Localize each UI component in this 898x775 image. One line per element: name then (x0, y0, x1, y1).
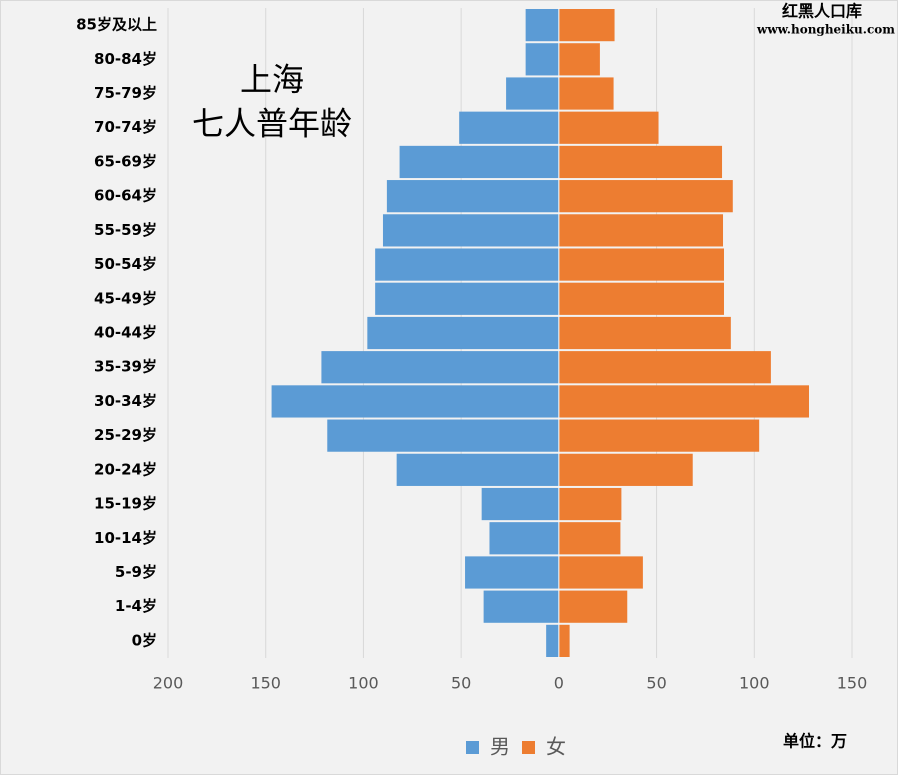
bar (558, 9, 615, 42)
x-tick-label: 150 (250, 674, 281, 693)
bar (396, 453, 559, 486)
x-tick-label: 100 (739, 674, 770, 693)
bar (321, 351, 559, 384)
bar (375, 282, 559, 315)
y-tick-label: 80-84岁 (94, 50, 157, 68)
bar (483, 590, 559, 623)
x-tick-label: 100 (348, 674, 379, 693)
x-tick-label: 200 (153, 674, 184, 693)
y-tick-label: 40-44岁 (94, 324, 157, 342)
bar (558, 351, 771, 384)
x-tick-label: 50 (646, 674, 666, 693)
y-tick-label: 60-64岁 (94, 187, 157, 205)
y-tick-label: 35-39岁 (94, 358, 157, 376)
bar (271, 385, 559, 418)
bar (375, 248, 559, 281)
bar (558, 214, 724, 247)
y-tick-label: 5-9岁 (115, 563, 157, 581)
bar (558, 385, 810, 418)
y-tick-label: 1-4岁 (115, 597, 157, 615)
bar (558, 111, 659, 144)
bar (558, 43, 600, 76)
bar (489, 522, 559, 555)
bar (525, 43, 559, 76)
y-tick-label: 55-59岁 (94, 221, 157, 239)
unit-label: 单位：万 (783, 732, 847, 751)
bar (546, 624, 559, 657)
bar (558, 590, 628, 623)
y-tick-label: 20-24岁 (94, 460, 157, 478)
x-tick-label: 150 (837, 674, 868, 693)
chart-title: 上海 (240, 61, 304, 99)
bar (558, 624, 570, 657)
y-tick-label: 50-54岁 (94, 255, 157, 273)
bar (506, 77, 559, 110)
bar (558, 248, 724, 281)
bar (367, 316, 559, 350)
y-tick-label: 10-14岁 (94, 529, 157, 547)
bar (465, 556, 559, 589)
bar (558, 77, 614, 110)
bar (558, 453, 693, 486)
legend-label: 女 (546, 735, 566, 759)
y-tick-label: 25-29岁 (94, 426, 157, 444)
source-url: www.hongheiku.com (756, 23, 895, 37)
bar (459, 111, 559, 144)
y-tick-label: 75-79岁 (94, 84, 157, 102)
bar (558, 522, 621, 555)
bar (558, 316, 731, 350)
bar (558, 556, 643, 589)
legend-swatch (522, 741, 535, 754)
legend-swatch (466, 741, 479, 754)
bar (481, 487, 559, 521)
bar (399, 145, 559, 179)
y-tick-label: 70-74岁 (94, 118, 157, 136)
bar (382, 214, 559, 247)
bar (327, 419, 559, 452)
chart-subtitle: 七人普年龄 (192, 105, 352, 143)
bar (525, 9, 559, 42)
y-tick-label: 0岁 (132, 631, 157, 649)
source: 红黑人口库 (782, 2, 862, 21)
y-tick-label: 30-34岁 (94, 392, 157, 410)
bar (558, 487, 622, 521)
legend-label: 男 (490, 735, 510, 759)
y-tick-label: 65-69岁 (94, 152, 157, 170)
y-tick-label: 85岁及以上 (76, 16, 157, 34)
bar (558, 145, 723, 179)
bar (558, 180, 733, 213)
bar (386, 180, 559, 213)
y-tick-label: 15-19岁 (94, 495, 157, 513)
x-tick-label: 0 (554, 674, 564, 693)
bar (558, 282, 724, 315)
bar (558, 419, 760, 452)
y-tick-label: 45-49岁 (94, 289, 157, 307)
bars (271, 9, 810, 657)
x-tick-label: 50 (451, 674, 471, 693)
